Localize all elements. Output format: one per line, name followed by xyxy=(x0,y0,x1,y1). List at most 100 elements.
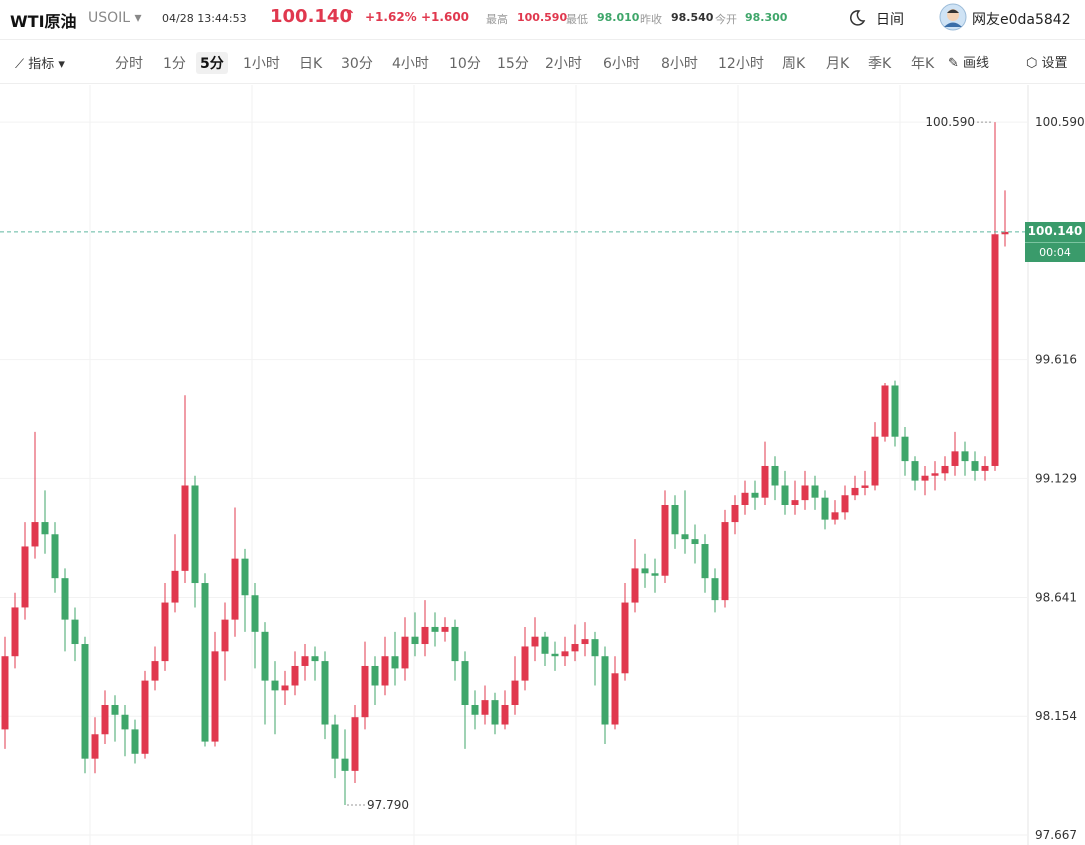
candle-body xyxy=(571,644,579,652)
candle-body xyxy=(441,626,449,632)
candle-body xyxy=(621,602,629,674)
indicator-button[interactable]: ⟋ 指标 ▾ xyxy=(15,57,65,72)
candle-body xyxy=(351,717,359,771)
candle-body xyxy=(601,656,609,725)
interval-tab[interactable]: 1小时 xyxy=(243,56,280,72)
candle-body xyxy=(941,465,949,474)
candle-body xyxy=(741,492,749,505)
candle-body xyxy=(891,385,899,437)
stat-label: 今开 xyxy=(715,13,737,26)
candle-body xyxy=(591,639,599,657)
candle-body xyxy=(21,546,29,608)
interval-tab[interactable]: 1分 xyxy=(163,56,186,72)
y-tick-label: 98.641 xyxy=(1035,590,1077,604)
candle-body xyxy=(701,544,709,579)
interval-tab[interactable]: 周K xyxy=(782,56,806,72)
interval-tab[interactable]: 季K xyxy=(868,56,892,72)
candle-body xyxy=(231,558,239,620)
candle-body xyxy=(341,758,349,771)
candle-body xyxy=(551,653,559,657)
candle-body xyxy=(641,568,649,574)
candle-body xyxy=(861,485,869,488)
candle-body xyxy=(411,636,419,645)
candle-body xyxy=(681,534,689,540)
up-arrow: ↑ xyxy=(344,8,356,24)
draw-button[interactable]: ✎ 画线 xyxy=(948,56,990,71)
candle-body xyxy=(241,558,249,596)
candle-body xyxy=(431,626,439,632)
theme-toggle[interactable]: 日间 xyxy=(876,12,904,28)
candle-body xyxy=(721,522,729,601)
moon-icon xyxy=(849,10,866,26)
price: 100.140 xyxy=(270,6,352,27)
candle-body xyxy=(321,661,329,725)
candle-body xyxy=(361,665,369,718)
candle-body xyxy=(781,485,789,505)
candle-body xyxy=(371,665,379,686)
interval-tab[interactable]: 15分 xyxy=(497,56,529,72)
avatar[interactable] xyxy=(939,3,967,31)
candle-body xyxy=(821,497,829,520)
candle-body xyxy=(391,656,399,669)
candle-body xyxy=(281,685,289,691)
candle-body xyxy=(611,673,619,725)
candle-body xyxy=(581,639,589,645)
candle-body xyxy=(201,583,209,742)
candle-body xyxy=(671,505,679,535)
candle-body xyxy=(131,729,139,754)
draw-label: 画线 xyxy=(963,56,990,71)
instrument-name: WTI原油 xyxy=(10,12,77,31)
interval-tab[interactable]: 10分 xyxy=(449,56,481,72)
interval-tab[interactable]: 12小时 xyxy=(718,56,764,72)
change-abs: +1.600 xyxy=(421,10,470,24)
interval-tab[interactable]: 8小时 xyxy=(661,56,698,72)
candle-body xyxy=(541,636,549,654)
settings-button[interactable]: ⬡ 设置 xyxy=(1026,56,1068,71)
indicator-label: 指标 xyxy=(28,57,55,72)
symbol: USOIL xyxy=(88,10,131,26)
candle-body xyxy=(211,651,219,742)
interval-tab[interactable]: 年K xyxy=(911,56,935,72)
candle-body xyxy=(221,619,229,652)
candle-body xyxy=(111,705,119,715)
candle-body xyxy=(651,573,659,576)
stat-value: 98.540 xyxy=(671,11,714,24)
interval-tab[interactable]: 分时 xyxy=(115,56,143,72)
settings-label: 设置 xyxy=(1041,56,1068,71)
interval-tab[interactable]: 6小时 xyxy=(603,56,640,72)
datetime: 04/28 13:44:53 xyxy=(162,12,247,25)
interval-tab[interactable]: 2小时 xyxy=(545,56,582,72)
candle-body xyxy=(91,734,99,759)
min-label: 97.790 xyxy=(367,798,409,812)
y-tick-label: 100.590 xyxy=(1035,115,1085,129)
username: 网友e0da5842 xyxy=(972,12,1071,28)
candle-body xyxy=(501,705,509,725)
candle-body xyxy=(461,661,469,705)
candle-body xyxy=(471,705,479,715)
candle-body xyxy=(71,619,79,645)
interval-tab[interactable]: 4小时 xyxy=(392,56,429,72)
candle-body xyxy=(801,485,809,501)
candle-body xyxy=(831,512,839,520)
candle-body xyxy=(11,607,19,657)
stat-label: 昨收 xyxy=(640,13,662,26)
candle-body xyxy=(531,636,539,647)
stat-label: 最高 xyxy=(486,13,508,26)
interval-tab[interactable]: 5分 xyxy=(196,52,228,74)
candle-body xyxy=(901,436,909,462)
interval-tab[interactable]: 月K xyxy=(826,56,850,72)
last-price-label: 100.140 xyxy=(1027,223,1083,238)
interval-tab[interactable]: 日K xyxy=(299,56,323,72)
candle-body xyxy=(101,705,109,735)
candle-body xyxy=(421,626,429,645)
symbol-selector[interactable]: USOIL ▾ xyxy=(88,10,142,26)
candle-body xyxy=(31,522,39,547)
candle-body xyxy=(481,700,489,715)
candle-body xyxy=(271,680,279,691)
interval-tab[interactable]: 30分 xyxy=(341,56,373,72)
candle-body xyxy=(881,385,889,437)
candle-body xyxy=(921,475,929,481)
candle-body xyxy=(1001,231,1009,235)
candle-body xyxy=(181,485,189,571)
